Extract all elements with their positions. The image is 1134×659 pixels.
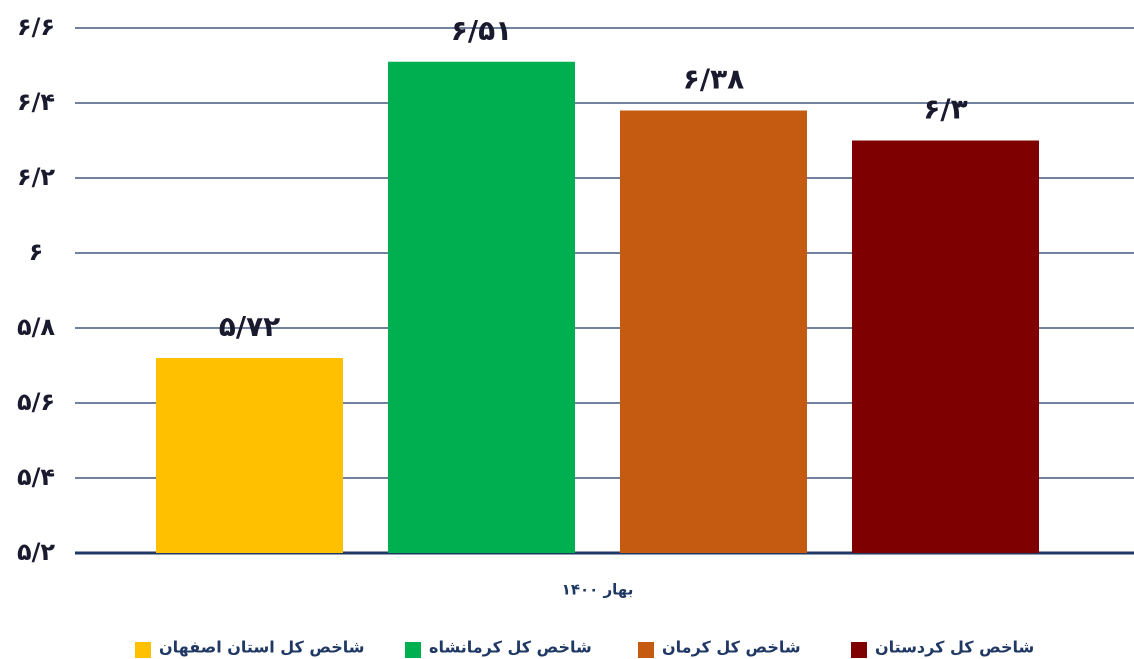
- y-tick-label: ۶/۶: [17, 13, 55, 41]
- y-tick-label: ۶: [29, 238, 44, 266]
- legend-label: شاخص کل کرمان: [662, 638, 801, 657]
- bar: [620, 110, 807, 553]
- bar: [852, 140, 1039, 553]
- data-label: ۵/۷۲: [219, 310, 281, 343]
- legend-label: شاخص کل کرمانشاه: [429, 638, 592, 657]
- data-label: ۶/۳۸: [683, 63, 745, 96]
- y-tick-label: ۵/۲: [17, 538, 55, 566]
- legend-swatch: [851, 642, 867, 658]
- y-tick-label: ۶/۴: [17, 88, 55, 116]
- data-label: ۶/۵۱: [451, 14, 513, 47]
- legend-swatch: [405, 642, 421, 658]
- y-tick-label: ۵/۸: [17, 313, 55, 341]
- legend-swatch: [638, 642, 654, 658]
- legend-label: شاخص کل استان اصفهان: [159, 638, 365, 657]
- x-tick-label: بهار ۱۴۰۰: [562, 581, 634, 599]
- data-label: ۶/۳: [923, 93, 967, 126]
- y-tick-label: ۵/۶: [17, 388, 55, 416]
- bar: [156, 358, 343, 553]
- y-tick-label: ۵/۴: [17, 463, 55, 491]
- legend-label: شاخص کل کردستان: [875, 638, 1034, 657]
- bar: [388, 61, 575, 553]
- y-tick-label: ۶/۲: [17, 163, 55, 191]
- legend-swatch: [135, 642, 151, 658]
